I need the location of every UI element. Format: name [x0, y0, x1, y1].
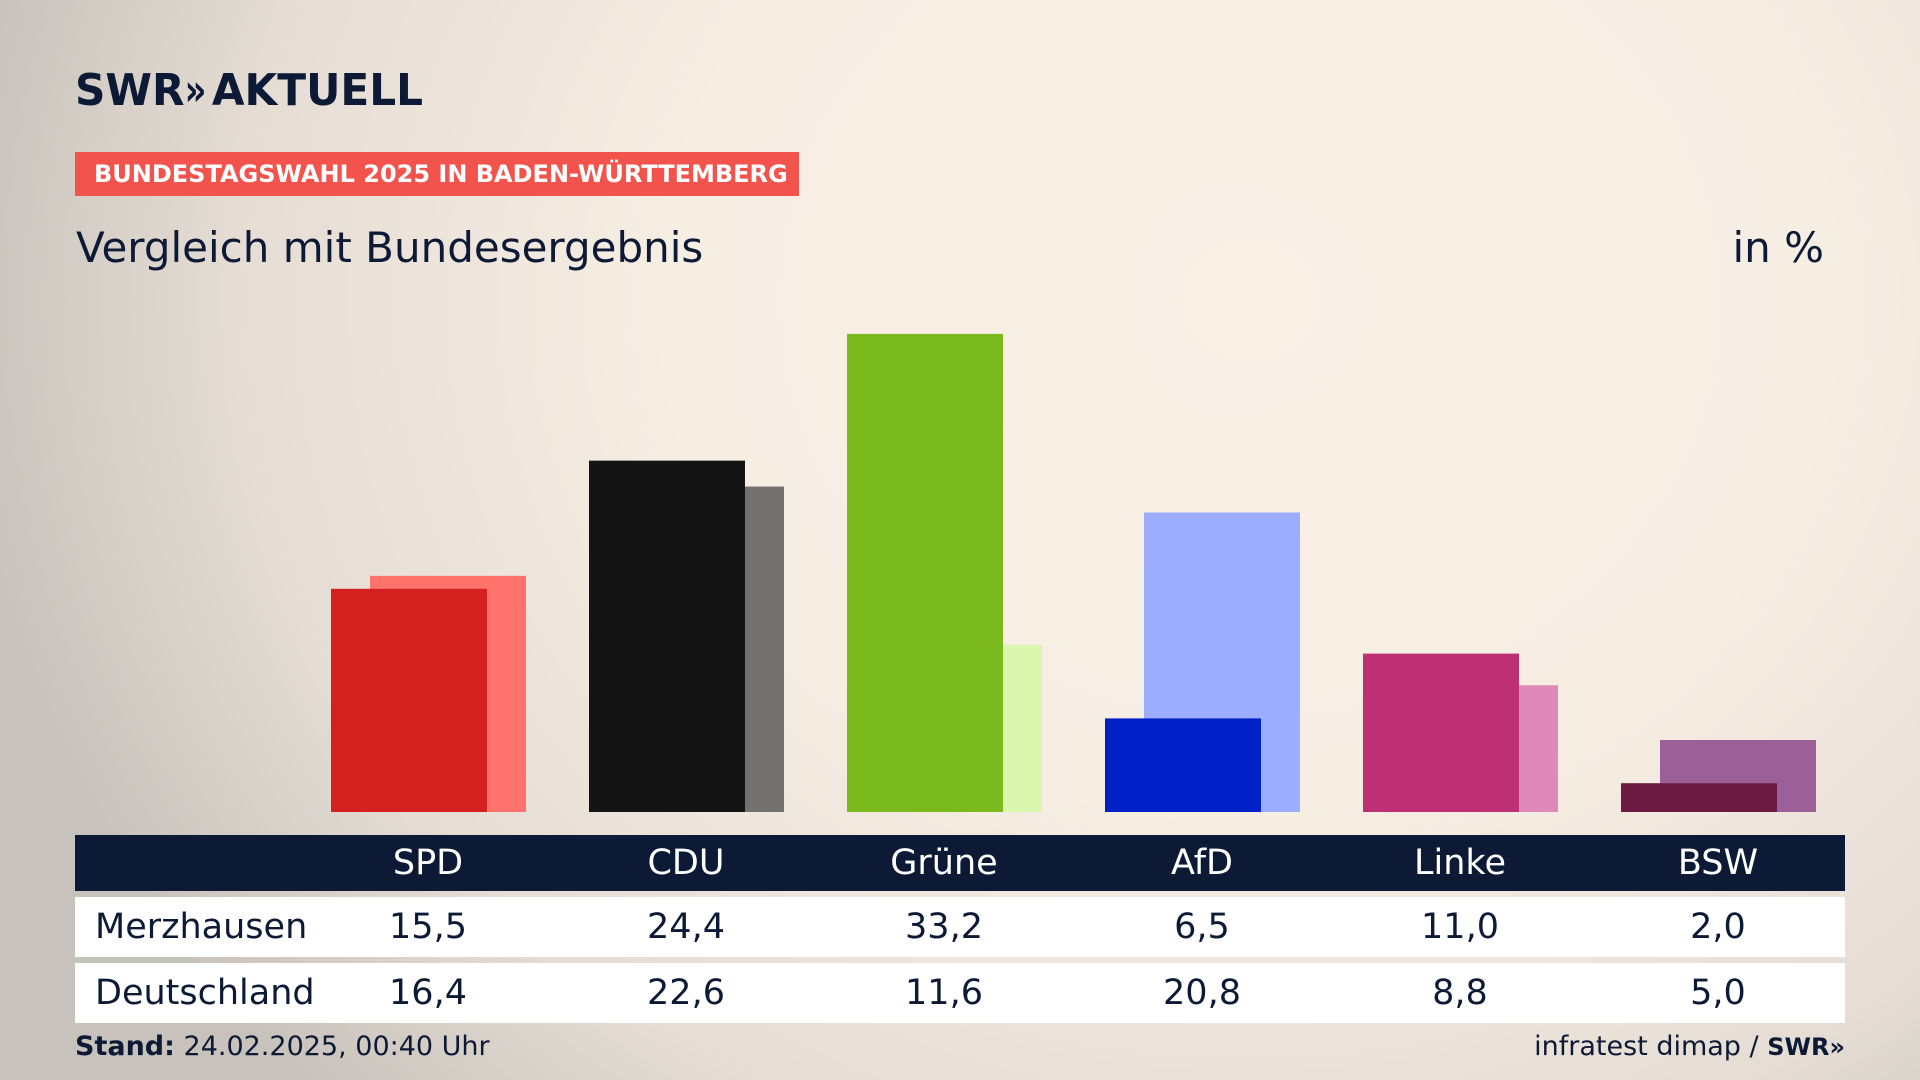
row-label: Merzhausen — [95, 907, 308, 947]
cell-value: 8,8 — [1432, 973, 1488, 1013]
cell-value: 16,4 — [389, 973, 467, 1013]
bar-merzhausen-afd — [1105, 718, 1261, 812]
cell-value: 2,0 — [1690, 907, 1746, 947]
table-header: SPD CDU Grüne AfD Linke BSW — [75, 835, 1845, 891]
header-linke: Linke — [1414, 843, 1506, 883]
logo-aktuell: AKTUELL — [211, 65, 424, 116]
bar-merzhausen-spd — [331, 588, 487, 812]
stand-value: 24.02.2025, 00:40 Uhr — [183, 1031, 490, 1062]
logo-chevron-icon: » — [184, 65, 207, 116]
election-banner: BUNDESTAGSWAHL 2025 IN BADEN-WÜRTTEMBERG — [75, 152, 799, 196]
unit-label: in % — [1732, 223, 1824, 272]
cell-value: 6,5 — [1174, 907, 1230, 947]
logo-swr: SWR — [75, 65, 185, 116]
cell-value: 33,2 — [905, 907, 983, 947]
header-spd: SPD — [392, 843, 464, 883]
header-bsw: BSW — [1677, 843, 1759, 883]
results-table: SPD CDU Grüne AfD Linke BSW Merzhausen 1… — [75, 835, 1845, 1023]
bar-chart — [331, 333, 1816, 812]
stand-label: Stand: — [75, 1031, 175, 1062]
cell-value: 15,5 — [389, 907, 467, 947]
table-row-deutschland: Deutschland 16,4 22,6 11,6 20,8 8,8 5,0 — [75, 963, 1845, 1023]
chart-title: Vergleich mit Bundesergebnis — [76, 223, 704, 272]
header-cdu: CDU — [647, 843, 725, 883]
cell-value: 11,0 — [1421, 907, 1499, 947]
source-name: infratest dimap — [1534, 1031, 1741, 1062]
cell-value: 20,8 — [1163, 973, 1241, 1013]
source-credit: infratest dimap / SWR» — [1534, 1030, 1845, 1064]
header-gruene: Grüne — [890, 843, 998, 883]
swr-aktuell-logo: SWR» AKTUELL — [75, 66, 423, 116]
swr-small-logo: SWR» — [1767, 1033, 1845, 1061]
cell-value: 24,4 — [647, 907, 725, 947]
bar-merzhausen-bsw — [1621, 783, 1777, 812]
bar-merzhausen-cdu — [589, 460, 745, 812]
cell-value: 11,6 — [905, 973, 983, 1013]
cell-value: 5,0 — [1690, 973, 1746, 1013]
table-row-merzhausen: Merzhausen 15,5 24,4 33,2 6,5 11,0 2,0 — [75, 897, 1845, 957]
timestamp: Stand: 24.02.2025, 00:40 Uhr — [75, 1030, 490, 1064]
header-afd: AfD — [1171, 843, 1233, 883]
row-label: Deutschland — [95, 973, 315, 1013]
bar-merzhausen-grüne — [847, 333, 1003, 812]
cell-value: 22,6 — [647, 973, 725, 1013]
bar-merzhausen-linke — [1363, 653, 1519, 812]
source-separator: / — [1749, 1031, 1759, 1062]
